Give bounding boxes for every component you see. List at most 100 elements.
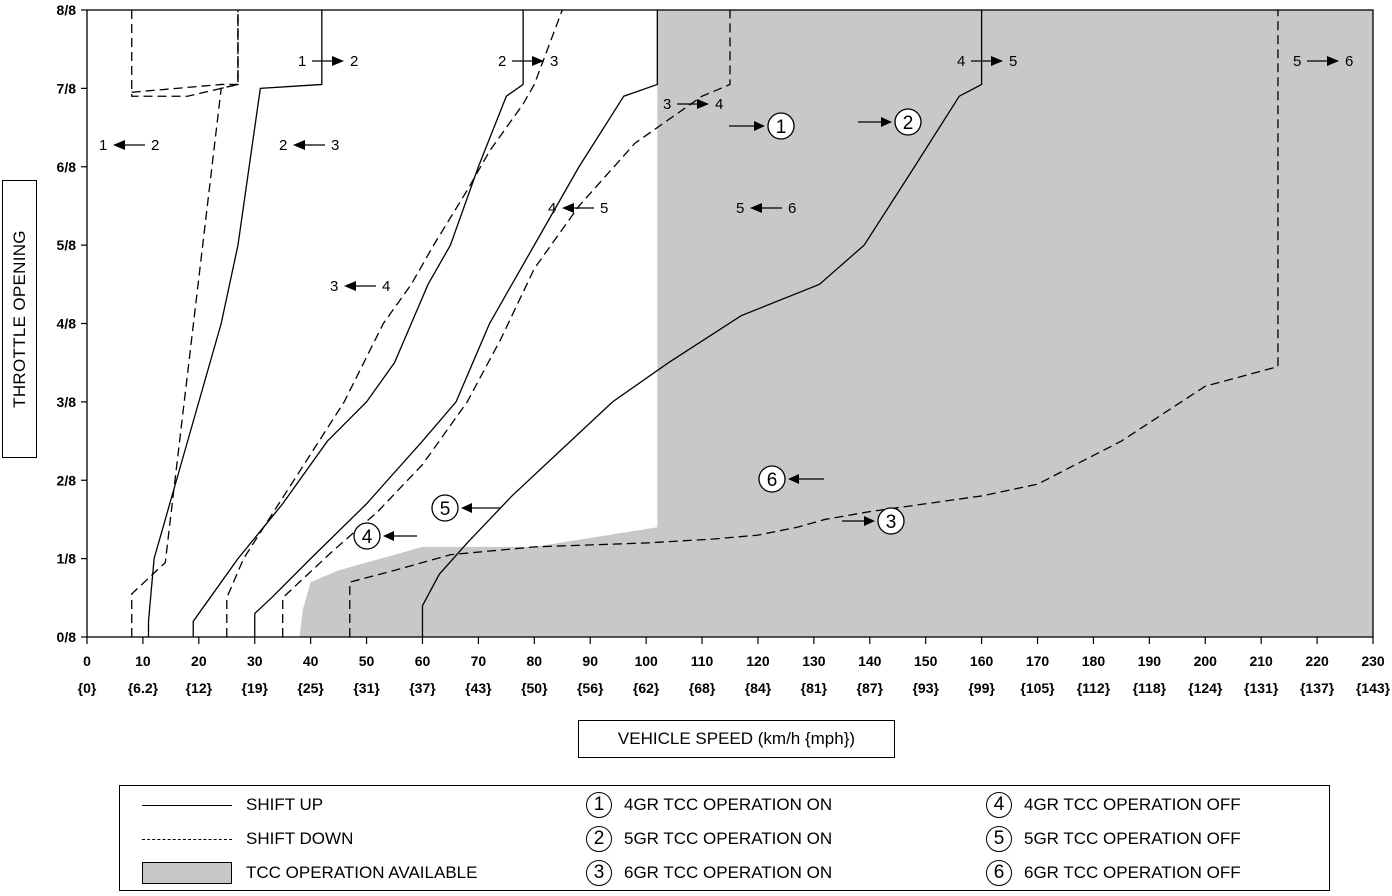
marker-number: 6 — [767, 470, 778, 491]
x-tick-label-kmh: 110 — [691, 653, 714, 669]
arrow-left-icon — [113, 140, 125, 150]
x-tick-label-kmh: 160 — [970, 653, 994, 669]
legend-item-4gr-on: 1 4GR TCC OPERATION ON — [586, 792, 832, 818]
y-axis-label-box: THROTTLE OPENING — [2, 180, 37, 458]
marker-number: 4 — [362, 527, 373, 548]
annotation-from-label: 4 — [548, 200, 556, 217]
y-tick-label: 5/8 — [57, 237, 77, 253]
x-tick-label-kmh: 50 — [359, 653, 375, 669]
x-tick-label-kmh: 90 — [582, 653, 598, 669]
marker-6-icon: 6 — [986, 860, 1012, 886]
legend-label-5gr-off: 5GR TCC OPERATION OFF — [1024, 829, 1241, 848]
x-tick-label-kmh: 60 — [415, 653, 431, 669]
legend-item-shift-up: SHIFT UP — [142, 793, 323, 817]
y-tick-label: 0/8 — [57, 629, 77, 645]
arrow-right-icon — [881, 117, 892, 127]
legend-label-tcc-available: TCC OPERATION AVAILABLE — [246, 863, 478, 882]
annotation-from-label: 5 — [1293, 53, 1301, 70]
x-tick-label-kmh: 80 — [527, 653, 543, 669]
arrow-left-icon — [344, 281, 356, 291]
x-tick-label-mph: {31} — [353, 680, 380, 696]
marker-circle-icon — [767, 112, 795, 140]
arrow-left-icon — [383, 531, 394, 541]
x-tick-label-mph: {84} — [745, 680, 772, 696]
y-tick-label: 6/8 — [57, 159, 77, 175]
marker-number: 2 — [903, 113, 914, 134]
solid-line-swatch — [142, 804, 232, 806]
y-axis-label: THROTTLE OPENING — [9, 230, 29, 408]
x-axis-label: VEHICLE SPEED (km/h {mph}) — [617, 729, 856, 748]
marker-5-icon: 5 — [986, 826, 1012, 852]
legend-item-5gr-on: 2 5GR TCC OPERATION ON — [586, 826, 833, 852]
shift-line-6 — [254, 10, 658, 637]
x-tick-label-mph: {62} — [633, 680, 660, 696]
marker-3-icon: 3 — [586, 860, 612, 886]
legend-item-shift-down: SHIFT DOWN — [142, 827, 353, 851]
x-tick-label-kmh: 120 — [746, 653, 770, 669]
marker-circle-icon — [431, 494, 459, 522]
arrow-right-icon — [754, 121, 765, 131]
annotation-from-label: 4 — [957, 53, 965, 70]
x-tick-label-kmh: 190 — [1138, 653, 1162, 669]
legend-label-shift-up: SHIFT UP — [246, 795, 324, 814]
arrow-right-icon — [864, 516, 875, 526]
shift-line-3 — [226, 9, 563, 637]
x-tick-label-mph: {6.2} — [128, 680, 159, 696]
arrow-right-icon — [1327, 56, 1339, 66]
x-tick-label-kmh: 10 — [135, 653, 151, 669]
y-tick-label: 7/8 — [57, 80, 77, 96]
annotation-to-label: 4 — [382, 278, 390, 295]
x-tick-label-kmh: 180 — [1082, 653, 1106, 669]
annotation-to-label: 2 — [350, 53, 358, 70]
marker-circle-icon — [758, 465, 786, 493]
legend-label-5gr-on: 5GR TCC OPERATION ON — [624, 829, 833, 848]
arrow-left-icon — [750, 203, 762, 213]
x-tick-label-kmh: 70 — [471, 653, 487, 669]
marker-number: 5 — [440, 499, 451, 520]
x-tick-label-mph: {99} — [968, 680, 995, 696]
x-tick-label-mph: {112} — [1077, 680, 1111, 696]
arrow-right-icon — [532, 56, 544, 66]
x-tick-label-kmh: 220 — [1305, 653, 1329, 669]
tcc-operation-area — [299, 10, 1373, 637]
annotation-to-label: 3 — [550, 53, 558, 70]
x-tick-label-kmh: 170 — [1026, 653, 1050, 669]
tcc-marker-5: 5 — [431, 494, 500, 522]
annotation-to-label: 6 — [1345, 53, 1353, 70]
y-tick-label: 4/8 — [57, 316, 77, 332]
x-tick-label-mph: {50} — [521, 680, 548, 696]
annotation-from-label: 1 — [99, 137, 107, 154]
arrow-left-icon — [788, 474, 799, 484]
x-tick-label-mph: {37} — [409, 680, 436, 696]
x-tick-label-mph: {105} — [1020, 680, 1055, 696]
annotation-from-label: 2 — [279, 137, 287, 154]
x-tick-label-kmh: 150 — [914, 653, 938, 669]
x-tick-label-mph: {81} — [801, 680, 828, 696]
x-axis-label-box: VEHICLE SPEED (km/h {mph}) — [578, 720, 895, 758]
annotation-from-label: 2 — [498, 53, 506, 70]
legend-label-6gr-off: 6GR TCC OPERATION OFF — [1024, 863, 1241, 882]
legend-item-5gr-off: 5 5GR TCC OPERATION OFF — [986, 826, 1241, 852]
arrow-right-icon — [697, 99, 709, 109]
arrow-left-icon — [562, 203, 574, 213]
x-tick-label-mph: {68} — [689, 680, 716, 696]
legend-item-tcc-available: TCC OPERATION AVAILABLE — [142, 861, 477, 885]
legend-label-4gr-off: 4GR TCC OPERATION OFF — [1024, 795, 1241, 814]
legend-item-4gr-off: 4 4GR TCC OPERATION OFF — [986, 792, 1241, 818]
marker-circle-icon — [353, 522, 381, 550]
tcc-region-layer — [299, 10, 1373, 637]
x-tick-label-mph: {118} — [1133, 680, 1167, 696]
axes-layer: 0/8 1/8 2/8 3/8 4/8 5/8 6/8 7/8 8/8 0 {0} 10 {6.2} 20… — [57, 2, 1391, 696]
tcc-marker-1: 1 — [729, 112, 795, 140]
x-tick-label-kmh: 30 — [247, 653, 263, 669]
tcc-marker-2: 2 — [858, 108, 922, 136]
x-tick-label-mph: {143} — [1356, 680, 1391, 696]
legend-label-shift-down: SHIFT DOWN — [246, 829, 354, 848]
